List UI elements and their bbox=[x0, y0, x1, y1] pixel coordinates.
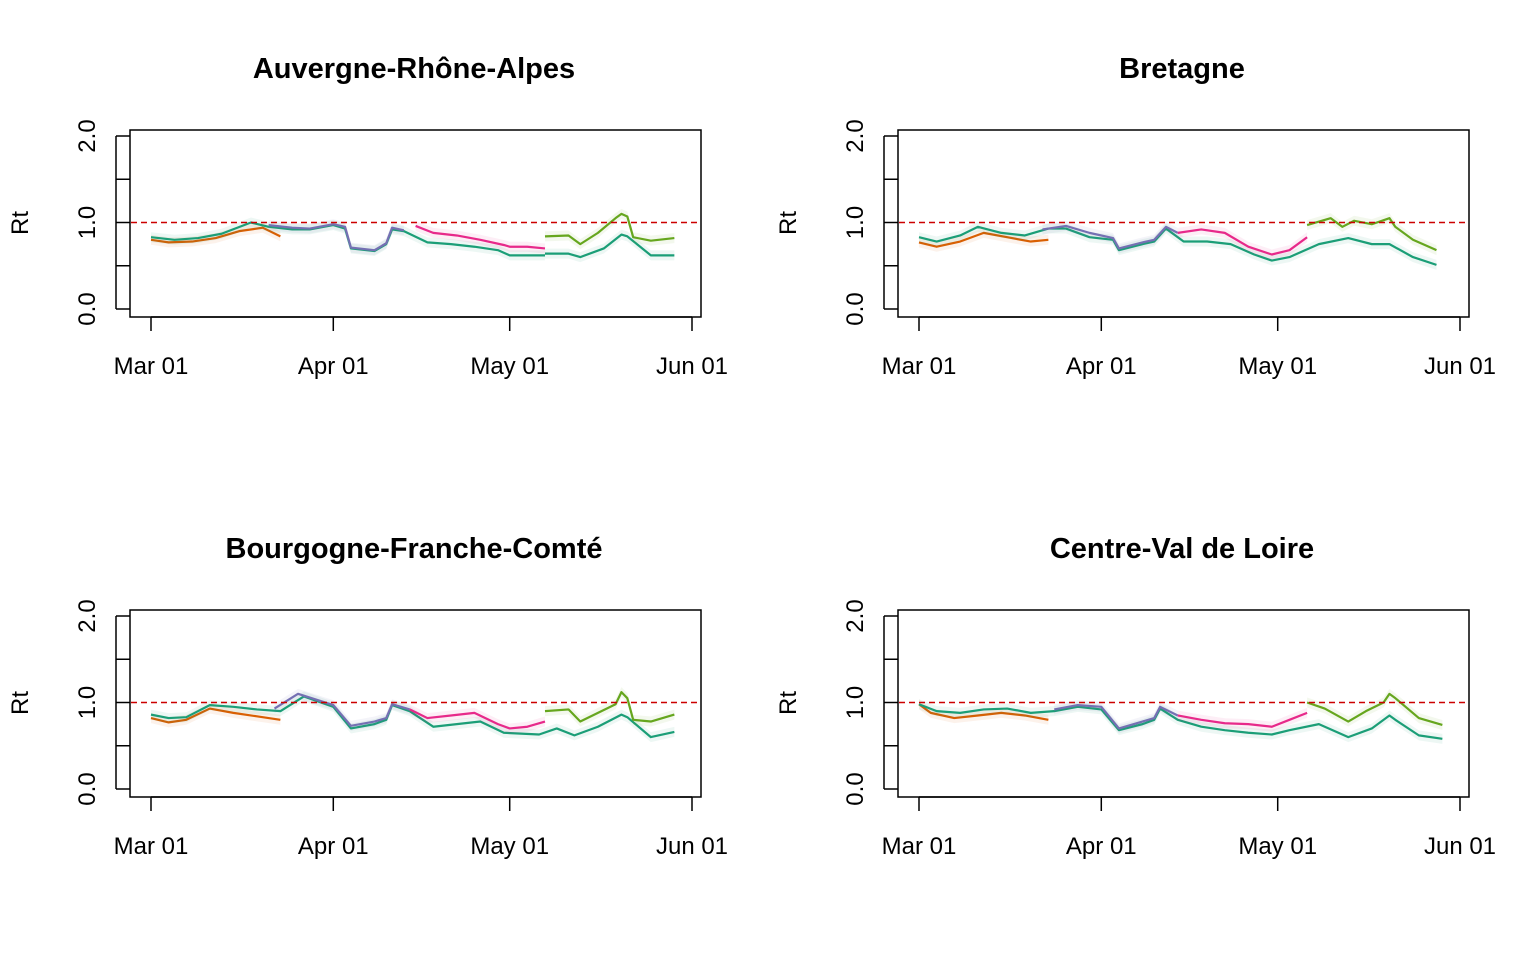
y-axis-title: Rt bbox=[7, 691, 34, 715]
x-tick-label: May 01 bbox=[470, 353, 549, 380]
series-line bbox=[918, 703, 1049, 721]
x-tick-label: May 01 bbox=[1238, 833, 1317, 860]
x-tick-label: May 01 bbox=[470, 833, 549, 860]
series-line bbox=[273, 692, 411, 727]
facet-panel: Bourgogne-Franche-Comté 0.0 1.0 2.0 Rt Mar 01… bbox=[7, 533, 728, 860]
y-tick-label: 1.0 bbox=[842, 686, 869, 719]
series-band bbox=[1177, 224, 1308, 260]
x-tick-label: Jun 01 bbox=[656, 353, 728, 380]
series-band bbox=[409, 704, 545, 734]
x-tick-label: Mar 01 bbox=[882, 833, 957, 860]
x-tick-label: Apr 01 bbox=[1066, 833, 1137, 860]
x-tick-label: Apr 01 bbox=[298, 833, 369, 860]
series-line bbox=[544, 212, 675, 246]
y-tick-label: 0.0 bbox=[842, 292, 869, 325]
y-tick-label: 1.0 bbox=[74, 686, 101, 719]
panel-title: Centre-Val de Loire bbox=[1050, 533, 1314, 565]
series-line bbox=[415, 224, 546, 250]
series-band bbox=[919, 221, 1437, 270]
series-band bbox=[151, 691, 675, 743]
series-line bbox=[1177, 711, 1308, 728]
y-tick-label: 1.0 bbox=[74, 206, 101, 239]
x-tick-label: Jun 01 bbox=[656, 833, 728, 860]
facet-panel: Auvergne-Rhône-Alpes 0.0 1.0 2.0 Rt Mar 01 Apr… bbox=[7, 53, 728, 380]
series-line bbox=[1042, 224, 1179, 250]
facet-panel: Centre-Val de Loire 0.0 1.0 2.0 Rt Mar 01 Apr … bbox=[775, 533, 1496, 860]
series-line bbox=[544, 691, 675, 723]
panel-title: Auvergne-Rhône-Alpes bbox=[253, 53, 575, 85]
series-line bbox=[150, 707, 281, 724]
y-tick-label: 2.0 bbox=[842, 119, 869, 152]
plot-frame bbox=[129, 129, 702, 318]
panel-title: Bourgogne-Franche-Comté bbox=[226, 533, 603, 565]
facet-panel: Bretagne 0.0 1.0 2.0 Rt Mar 01 Apr 01 May 01 Jun… bbox=[775, 53, 1496, 380]
series-line bbox=[268, 223, 405, 252]
x-tick-label: Mar 01 bbox=[114, 353, 189, 380]
x-tick-label: May 01 bbox=[1238, 353, 1317, 380]
y-axis-title: Rt bbox=[775, 211, 802, 235]
x-tick-label: Jun 01 bbox=[1424, 833, 1496, 860]
series-band bbox=[1307, 688, 1443, 730]
y-tick-label: 0.0 bbox=[74, 292, 101, 325]
x-tick-label: Mar 01 bbox=[114, 833, 189, 860]
series-band bbox=[1054, 700, 1178, 734]
y-axis-title: Rt bbox=[7, 211, 34, 235]
y-tick-label: 1.0 bbox=[842, 206, 869, 239]
series-line bbox=[918, 225, 1437, 266]
x-tick-label: Jun 01 bbox=[1424, 353, 1496, 380]
y-tick-label: 0.0 bbox=[842, 772, 869, 805]
series-line bbox=[150, 226, 281, 244]
y-axis-title: Rt bbox=[775, 691, 802, 715]
x-tick-label: Apr 01 bbox=[298, 353, 369, 380]
y-tick-label: 0.0 bbox=[74, 772, 101, 805]
series-line bbox=[1306, 217, 1437, 252]
panel-title: Bretagne bbox=[1119, 53, 1245, 85]
series-line bbox=[150, 695, 675, 739]
series-band bbox=[151, 703, 281, 728]
y-tick-label: 2.0 bbox=[74, 599, 101, 632]
series-line bbox=[544, 233, 675, 259]
series-line bbox=[918, 703, 1443, 740]
x-tick-label: Mar 01 bbox=[882, 353, 957, 380]
series-line bbox=[409, 708, 546, 730]
series-line bbox=[1177, 228, 1308, 256]
y-tick-label: 2.0 bbox=[74, 119, 101, 152]
series-line bbox=[918, 231, 1049, 248]
x-tick-label: Apr 01 bbox=[1066, 353, 1137, 380]
series-band bbox=[544, 229, 675, 263]
series-line bbox=[1054, 703, 1179, 730]
series-band bbox=[415, 220, 545, 254]
y-tick-label: 2.0 bbox=[842, 599, 869, 632]
